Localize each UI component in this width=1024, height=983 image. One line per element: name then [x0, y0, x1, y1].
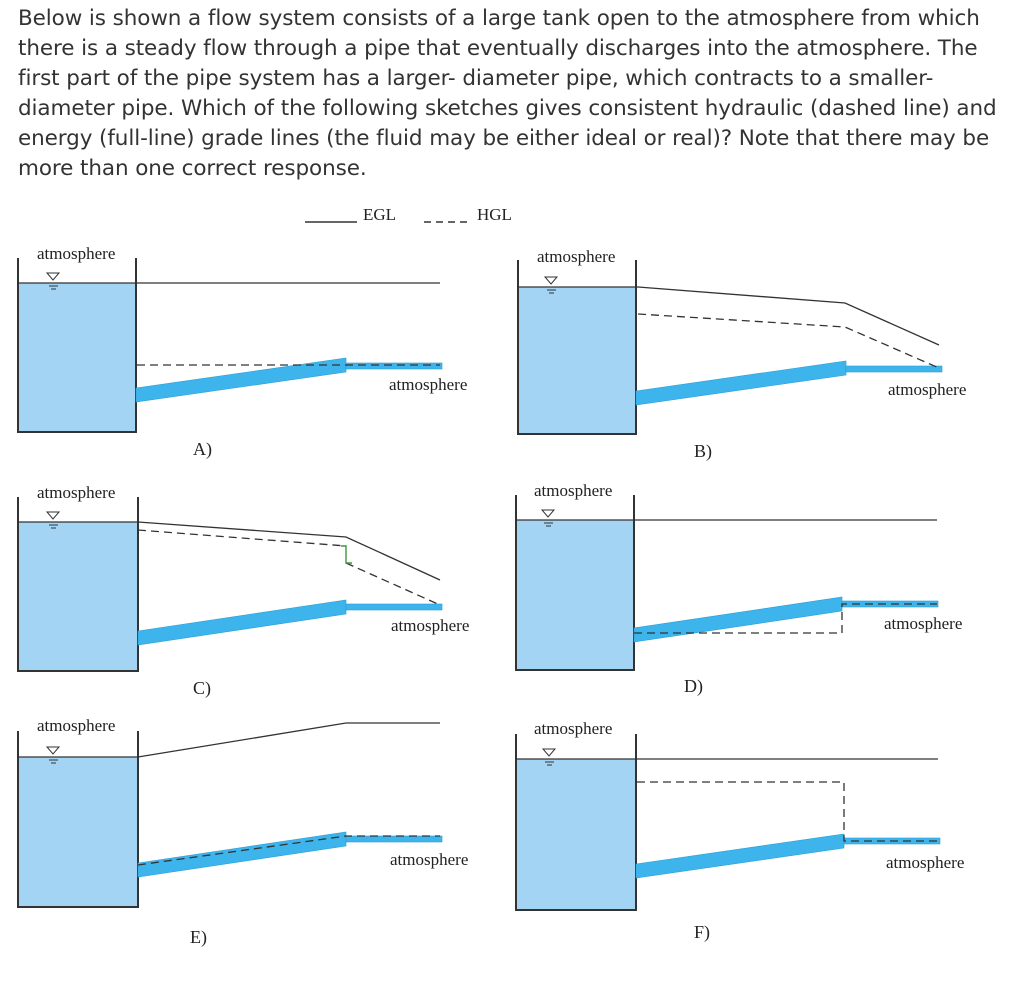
large-pipe — [135, 357, 347, 403]
hgl-line — [637, 313, 940, 369]
large-pipe — [137, 831, 347, 878]
water-surface-icon — [45, 272, 61, 290]
large-pipe — [633, 596, 843, 643]
tank-atmosphere-label: atmosphere — [534, 719, 612, 738]
sketch-e: atmosphere atmosphere E) — [17, 716, 468, 948]
hgl-line — [137, 835, 440, 866]
tank-atmosphere-label: atmosphere — [537, 247, 615, 266]
tank-atmosphere-label: atmosphere — [37, 716, 115, 735]
outlet-atmosphere-label: atmosphere — [886, 853, 964, 872]
egl-line — [18, 521, 441, 581]
tank-water — [516, 520, 634, 670]
large-pipe — [635, 360, 847, 406]
hgl-line-after-contraction — [345, 562, 441, 606]
small-pipe — [345, 362, 443, 370]
egl-line — [518, 286, 940, 346]
sketch-label: F) — [694, 922, 710, 943]
tank-water — [516, 759, 636, 910]
tank-walls — [517, 260, 637, 435]
sketch-label: B) — [694, 441, 712, 462]
tank-walls — [515, 734, 637, 911]
tank-water — [18, 522, 138, 671]
sketch-b: atmosphere atmosphere B) — [517, 247, 966, 462]
sketch-c: atmosphere atmosphere C) — [17, 483, 469, 699]
question-text: Below is shown a flow system consists of… — [18, 6, 997, 181]
water-surface-icon — [543, 276, 559, 294]
large-pipe — [137, 599, 347, 646]
legend: EGL HGL — [305, 205, 512, 224]
hgl-legend-label: HGL — [477, 205, 512, 224]
hgl-line — [137, 529, 347, 547]
sketch-label: D) — [684, 676, 703, 697]
small-pipe — [345, 835, 443, 843]
tank-water — [518, 287, 636, 434]
small-pipe — [845, 365, 943, 373]
egl-line — [18, 722, 440, 758]
sketch-label: A) — [193, 439, 212, 460]
hgl-drop-marker — [341, 545, 352, 564]
sketch-label: C) — [193, 678, 211, 699]
hgl-line — [637, 781, 938, 842]
sketch-label: E) — [190, 927, 207, 948]
tank-water — [18, 757, 138, 907]
tank-walls — [17, 731, 139, 908]
water-surface-icon — [541, 748, 557, 766]
outlet-atmosphere-label: atmosphere — [389, 375, 467, 394]
outlet-atmosphere-label: atmosphere — [888, 380, 966, 399]
hgl-line — [634, 603, 937, 634]
outlet-atmosphere-label: atmosphere — [884, 614, 962, 633]
water-surface-icon — [45, 511, 61, 529]
tank-atmosphere-label: atmosphere — [534, 481, 612, 500]
sketch-a: atmosphere atmosphere A) — [17, 244, 467, 460]
sketch-d: atmosphere atmosphere D) — [515, 481, 962, 697]
egl-legend-label: EGL — [363, 205, 396, 224]
large-pipe — [635, 833, 845, 879]
small-pipe — [345, 603, 443, 611]
water-surface-icon — [540, 509, 556, 527]
sketch-f: atmosphere atmosphere F) — [515, 719, 964, 943]
tank-atmosphere-label: atmosphere — [37, 244, 115, 263]
outlet-atmosphere-label: atmosphere — [390, 850, 468, 869]
tank-walls — [515, 495, 635, 671]
tank-atmosphere-label: atmosphere — [37, 483, 115, 502]
tank-walls — [17, 258, 137, 433]
tank-walls — [17, 497, 139, 672]
tank-water — [18, 283, 136, 432]
water-surface-icon — [45, 746, 61, 764]
outlet-atmosphere-label: atmosphere — [391, 616, 469, 635]
